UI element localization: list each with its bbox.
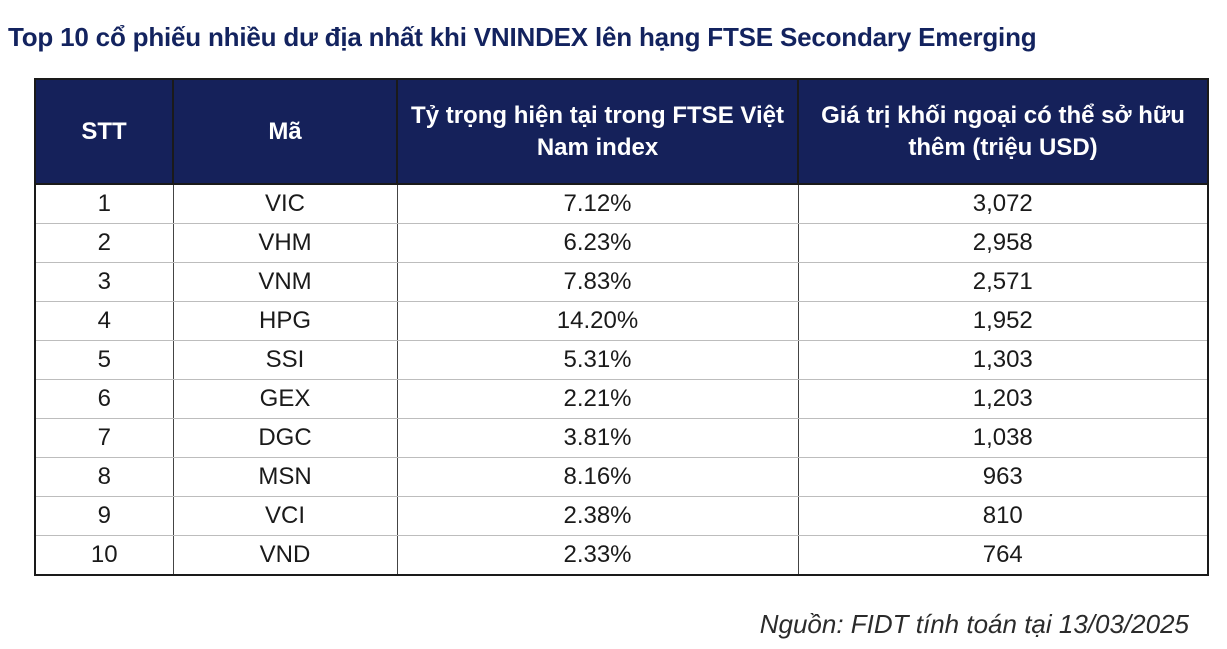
cell-stt: 8 (34, 457, 174, 497)
cell-ticker: GEX (172, 379, 398, 419)
table-row: 2 VHM 6.23% 2,958 (34, 223, 1209, 263)
table-row: 1 VIC 7.12% 3,072 (34, 184, 1209, 224)
cell-stt: 7 (34, 418, 174, 458)
page-title: Top 10 cổ phiếu nhiều dư địa nhất khi VN… (8, 22, 1037, 52)
cell-weight: 2.33% (396, 535, 799, 576)
table-row: 8 MSN 8.16% 963 (34, 457, 1209, 497)
cell-stt: 1 (34, 184, 174, 224)
cell-foreign-value: 1,038 (797, 418, 1209, 458)
cell-ticker: VIC (172, 184, 398, 224)
source-note: Nguồn: FIDT tính toán tại 13/03/2025 (759, 609, 1189, 639)
header-weight: Tỷ trọng hiện tại trong FTSE Việt Nam in… (396, 78, 799, 185)
cell-ticker: VCI (172, 496, 398, 536)
cell-foreign-value: 764 (797, 535, 1209, 576)
table-row: 4 HPG 14.20% 1,952 (34, 301, 1209, 341)
cell-foreign-value: 2,958 (797, 223, 1209, 263)
cell-weight: 14.20% (396, 301, 799, 341)
cell-ticker: HPG (172, 301, 398, 341)
cell-weight: 7.83% (396, 262, 799, 302)
cell-foreign-value: 810 (797, 496, 1209, 536)
cell-ticker: VND (172, 535, 398, 576)
cell-foreign-value: 3,072 (797, 184, 1209, 224)
header-foreign-value: Giá trị khối ngoại có thể sở hữu thêm (t… (797, 78, 1209, 185)
cell-ticker: VNM (172, 262, 398, 302)
table-row: 6 GEX 2.21% 1,203 (34, 379, 1209, 419)
cell-stt: 3 (34, 262, 174, 302)
cell-stt: 5 (34, 340, 174, 380)
table-row: 7 DGC 3.81% 1,038 (34, 418, 1209, 458)
cell-weight: 2.21% (396, 379, 799, 419)
cell-foreign-value: 963 (797, 457, 1209, 497)
stock-table: STT Mã Tỷ trọng hiện tại trong FTSE Việt… (34, 78, 1209, 576)
cell-weight: 7.12% (396, 184, 799, 224)
cell-weight: 8.16% (396, 457, 799, 497)
cell-weight: 6.23% (396, 223, 799, 263)
cell-ticker: MSN (172, 457, 398, 497)
cell-stt: 10 (34, 535, 174, 576)
cell-foreign-value: 1,203 (797, 379, 1209, 419)
cell-stt: 4 (34, 301, 174, 341)
header-ticker: Mã (172, 78, 398, 185)
cell-stt: 2 (34, 223, 174, 263)
table-header-row: STT Mã Tỷ trọng hiện tại trong FTSE Việt… (34, 78, 1209, 185)
cell-stt: 9 (34, 496, 174, 536)
table-row: 9 VCI 2.38% 810 (34, 496, 1209, 536)
cell-ticker: DGC (172, 418, 398, 458)
cell-ticker: SSI (172, 340, 398, 380)
table-row: 10 VND 2.33% 764 (34, 535, 1209, 576)
cell-weight: 2.38% (396, 496, 799, 536)
table-row: 3 VNM 7.83% 2,571 (34, 262, 1209, 302)
cell-weight: 3.81% (396, 418, 799, 458)
header-stt: STT (34, 78, 174, 185)
cell-ticker: VHM (172, 223, 398, 263)
table-row: 5 SSI 5.31% 1,303 (34, 340, 1209, 380)
cell-foreign-value: 2,571 (797, 262, 1209, 302)
cell-foreign-value: 1,303 (797, 340, 1209, 380)
cell-stt: 6 (34, 379, 174, 419)
cell-foreign-value: 1,952 (797, 301, 1209, 341)
cell-weight: 5.31% (396, 340, 799, 380)
